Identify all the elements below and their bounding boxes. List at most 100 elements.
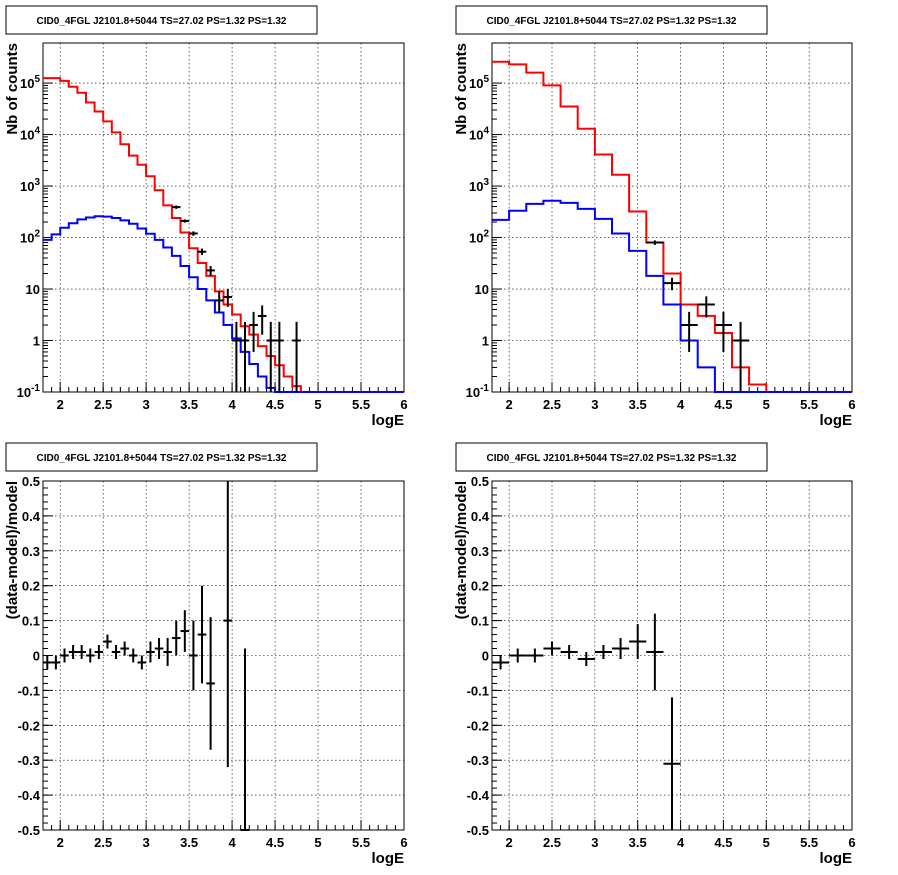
x-tick-label: 4 bbox=[228, 835, 236, 850]
y-tick-label: -0.5 bbox=[467, 823, 489, 838]
x-tick-label: 2.5 bbox=[94, 397, 112, 412]
y-tick-label: 0.3 bbox=[22, 544, 40, 559]
x-tick-label: 5 bbox=[763, 397, 770, 412]
x-tick-label: 4.5 bbox=[714, 835, 732, 850]
x-axis-label: logE bbox=[820, 850, 853, 867]
data-point bbox=[543, 641, 561, 656]
data-point bbox=[697, 296, 715, 318]
data-point bbox=[646, 613, 664, 691]
plot-frame bbox=[491, 42, 853, 393]
data-point bbox=[732, 321, 750, 392]
x-tick-label: 2 bbox=[506, 835, 513, 850]
y-axis-label: (data-model)/model bbox=[4, 481, 21, 619]
data-point bbox=[577, 652, 595, 666]
y-tick-label: 10-1 bbox=[466, 383, 490, 400]
y-axis-label: Nb of counts bbox=[453, 43, 470, 135]
plot-frame bbox=[42, 42, 405, 393]
x-tick-label: 4.5 bbox=[266, 397, 284, 412]
data-point bbox=[257, 305, 267, 335]
y-tick-label: 104 bbox=[20, 126, 40, 143]
y-tick-label: -0.3 bbox=[467, 753, 489, 768]
y-tick-label: 105 bbox=[469, 74, 489, 91]
x-tick-label: 2 bbox=[506, 397, 513, 412]
y-tick-label: -0.1 bbox=[18, 683, 40, 698]
title-box bbox=[5, 442, 318, 472]
data-point bbox=[214, 291, 224, 312]
y-tick-label: -0.1 bbox=[467, 683, 489, 698]
data-point bbox=[189, 620, 198, 691]
title-box bbox=[455, 5, 768, 35]
data-point bbox=[43, 655, 52, 670]
plot-title: CID0_4FGL J2101.8+5044 TS=27.02 PS=1.32 … bbox=[487, 453, 737, 464]
x-tick-label: 3 bbox=[591, 397, 598, 412]
y-tick-label: 102 bbox=[469, 229, 489, 246]
x-tick-label: 3.5 bbox=[180, 835, 198, 850]
x-tick-label: 5 bbox=[763, 835, 770, 850]
x-tick-label: 2.5 bbox=[543, 397, 561, 412]
x-tick-label: 6 bbox=[848, 835, 855, 850]
y-tick-label: 104 bbox=[469, 126, 489, 143]
y-tick-label: 102 bbox=[20, 229, 40, 246]
data-point bbox=[111, 645, 121, 659]
data-point bbox=[629, 624, 647, 659]
model-source-histogram bbox=[492, 199, 852, 393]
plot-title: CID0_4FGL J2101.8+5044 TS=27.02 PS=1.32 … bbox=[37, 16, 287, 27]
data-point bbox=[163, 638, 172, 666]
data-point bbox=[206, 265, 215, 276]
y-tick-label: 0.5 bbox=[22, 474, 40, 489]
model-total-histogram bbox=[492, 60, 852, 393]
x-tick-label: 3.5 bbox=[629, 835, 647, 850]
y-tick-label: 0 bbox=[482, 649, 489, 664]
x-tick-label: 2 bbox=[57, 835, 64, 850]
y-tick-label: 103 bbox=[469, 177, 489, 194]
x-axis-label: logE bbox=[372, 412, 405, 429]
panel-top-right-counts: CID0_4FGL J2101.8+5044 TS=27.02 PS=1.32 … bbox=[453, 5, 856, 429]
y-tick-label: -0.2 bbox=[467, 718, 489, 733]
x-tick-label: 6 bbox=[400, 397, 407, 412]
x-axis-label: logE bbox=[820, 412, 853, 429]
data-point bbox=[275, 321, 284, 392]
x-tick-label: 2.5 bbox=[94, 835, 112, 850]
data-point bbox=[646, 240, 664, 245]
data-point bbox=[266, 321, 276, 392]
data-point bbox=[103, 634, 112, 649]
data-point bbox=[68, 645, 78, 659]
x-tick-label: 3 bbox=[143, 397, 150, 412]
data-point bbox=[137, 655, 147, 670]
y-tick-label: -0.5 bbox=[18, 823, 40, 838]
y-axis-label: (data-model)/model bbox=[453, 481, 470, 619]
data-point bbox=[714, 311, 732, 352]
y-tick-label: 10 bbox=[475, 282, 489, 297]
x-tick-label: 3 bbox=[143, 835, 150, 850]
x-tick-label: 4 bbox=[228, 397, 236, 412]
y-tick-label: 0.1 bbox=[471, 614, 489, 629]
data-point bbox=[171, 620, 181, 656]
y-tick-label: 0.3 bbox=[471, 544, 489, 559]
data-point bbox=[197, 585, 207, 684]
data-point bbox=[189, 231, 198, 236]
panel-top-left-counts: CID0_4FGL J2101.8+5044 TS=27.02 PS=1.32 … bbox=[4, 5, 408, 429]
y-tick-label: -0.4 bbox=[18, 788, 41, 803]
model-source-histogram bbox=[43, 215, 404, 393]
data-point bbox=[526, 648, 544, 663]
data-point bbox=[85, 648, 95, 663]
y-tick-label: -0.3 bbox=[18, 753, 40, 768]
data-point bbox=[146, 641, 155, 663]
data-point bbox=[223, 481, 233, 768]
x-tick-label: 6 bbox=[400, 835, 407, 850]
panel-bottom-left-residuals: CID0_4FGL J2101.8+5044 TS=27.02 PS=1.32 … bbox=[4, 442, 408, 867]
y-tick-label: 1 bbox=[33, 334, 40, 349]
x-tick-label: 5.5 bbox=[352, 397, 370, 412]
data-point bbox=[663, 697, 681, 830]
x-tick-label: 5 bbox=[314, 397, 321, 412]
x-tick-label: 6 bbox=[848, 397, 855, 412]
data-point bbox=[120, 641, 129, 656]
data-point bbox=[94, 645, 104, 659]
x-tick-label: 2.5 bbox=[543, 835, 561, 850]
y-tick-label: 10-1 bbox=[17, 383, 41, 400]
data-point bbox=[128, 648, 138, 663]
data-point bbox=[249, 311, 258, 352]
data-point bbox=[223, 289, 233, 307]
x-tick-label: 4.5 bbox=[714, 397, 732, 412]
data-point bbox=[240, 321, 250, 392]
